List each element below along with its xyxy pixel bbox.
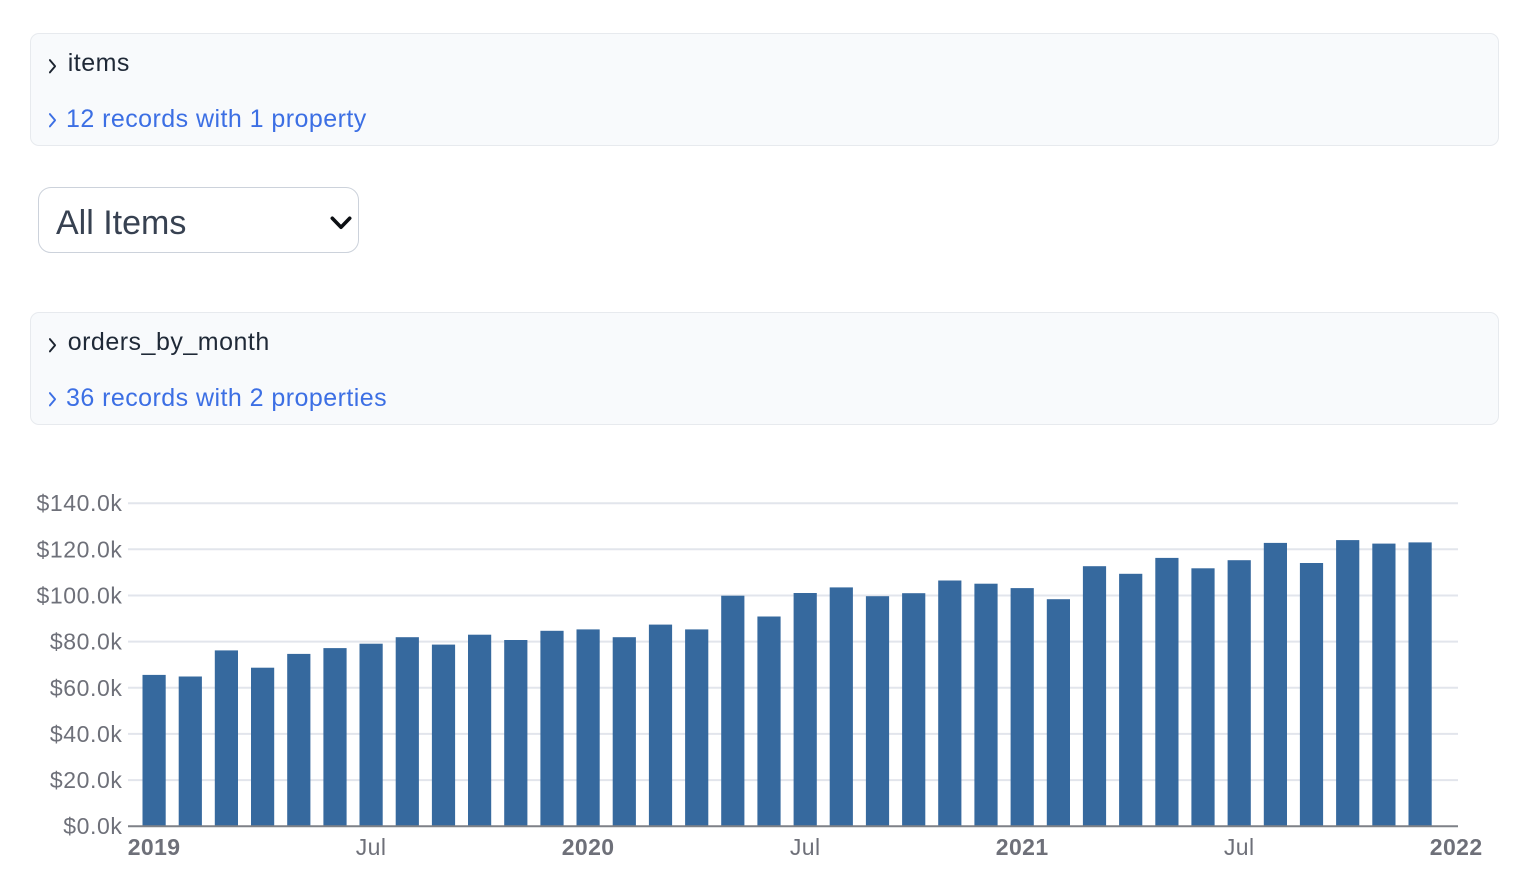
svg-text:$100.0k: $100.0k — [36, 583, 122, 609]
svg-text:2020: 2020 — [562, 834, 615, 860]
svg-text:$0.0k: $0.0k — [63, 813, 122, 839]
svg-text:$80.0k: $80.0k — [50, 629, 123, 655]
svg-text:Jul: Jul — [356, 834, 387, 860]
svg-text:$20.0k: $20.0k — [50, 767, 123, 793]
svg-text:2022: 2022 — [1430, 834, 1483, 860]
svg-text:Jul: Jul — [1224, 834, 1255, 860]
svg-text:$40.0k: $40.0k — [50, 721, 123, 747]
svg-text:2019: 2019 — [128, 834, 181, 860]
svg-text:$140.0k: $140.0k — [36, 490, 122, 516]
svg-text:$60.0k: $60.0k — [50, 675, 123, 701]
svg-text:$120.0k: $120.0k — [36, 536, 122, 562]
svg-text:Jul: Jul — [790, 834, 821, 860]
svg-text:2021: 2021 — [996, 834, 1049, 860]
